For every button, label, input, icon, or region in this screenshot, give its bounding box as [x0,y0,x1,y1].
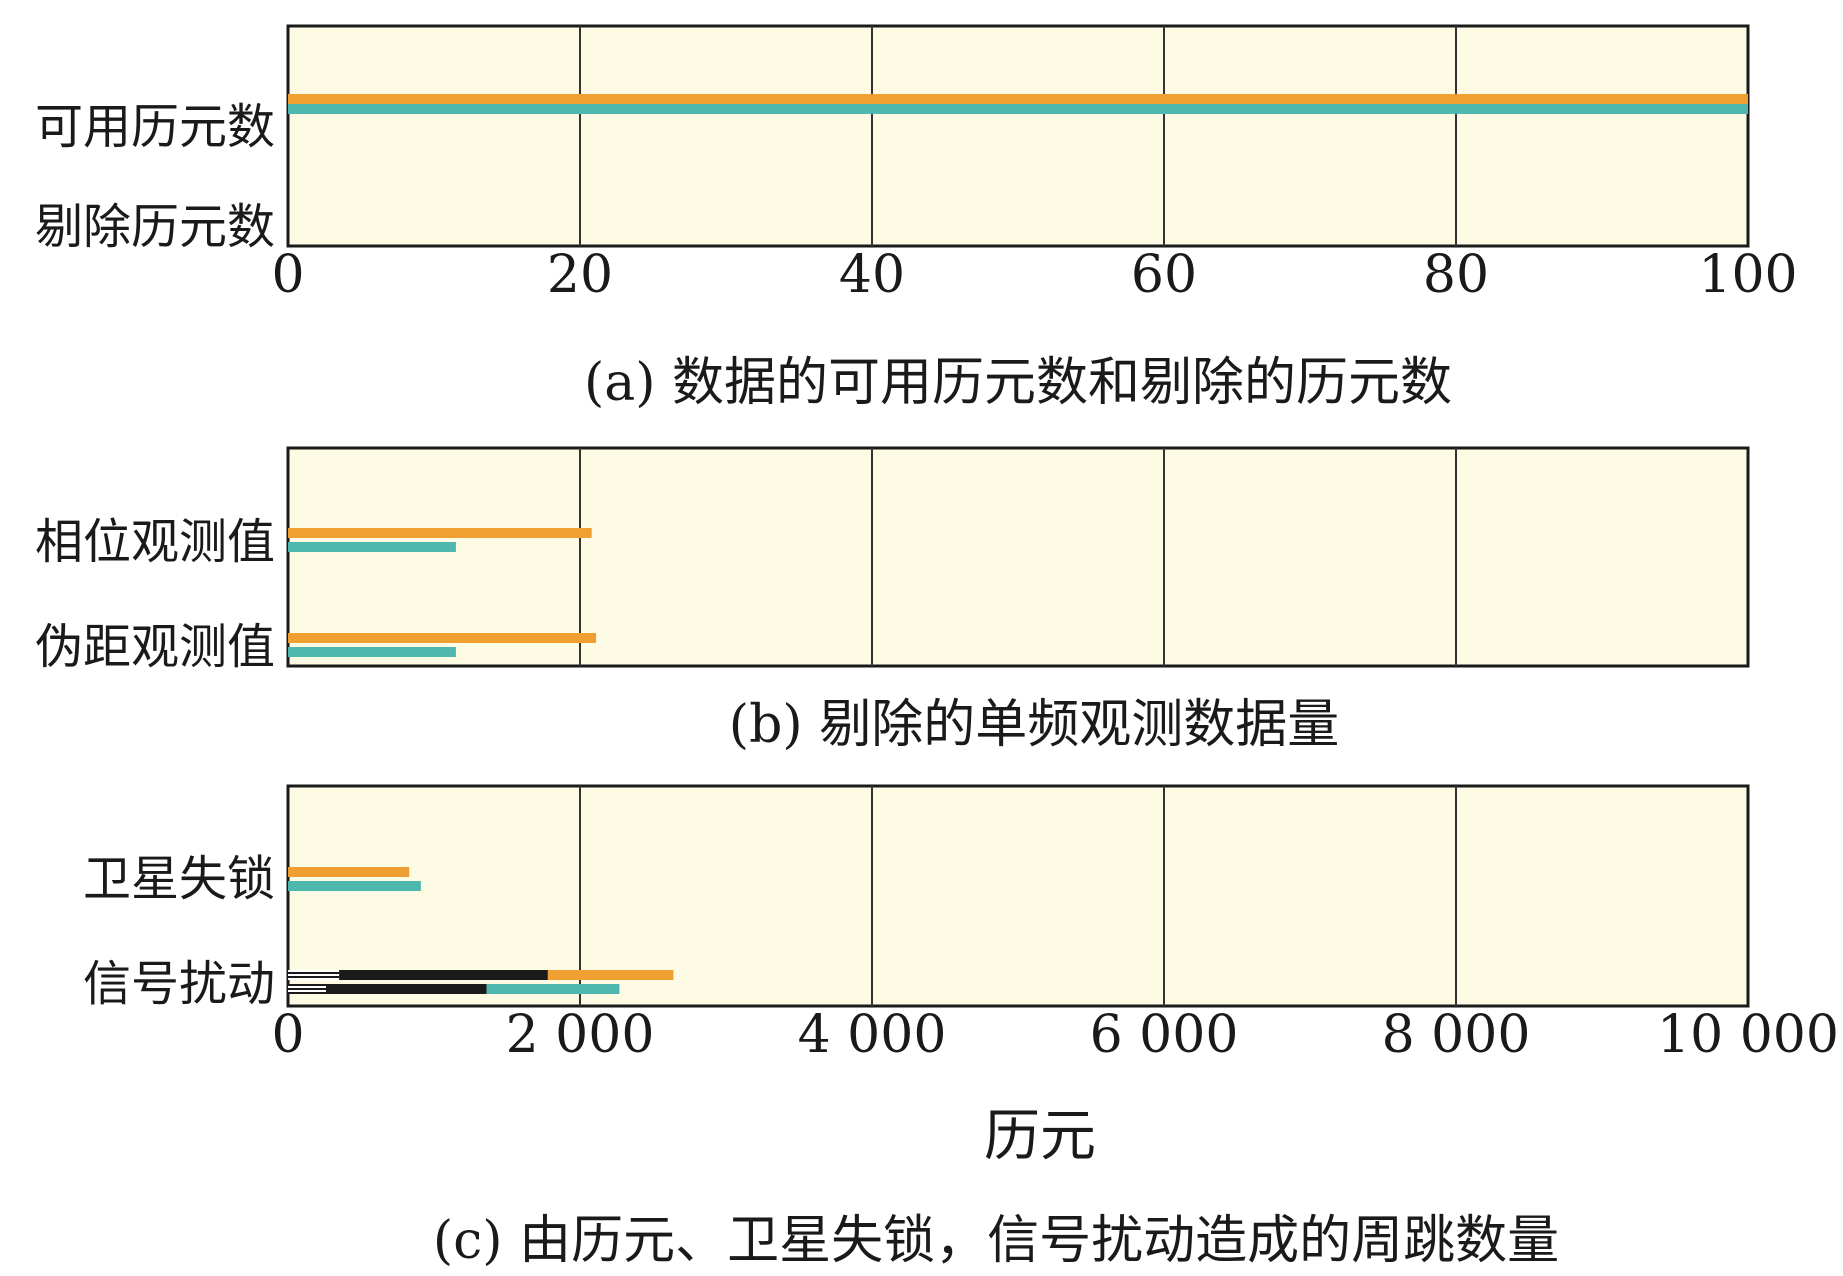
panel-b-plot-area [286,446,1750,668]
panel-c-category-label-0: 卫星失锁 [83,851,275,907]
bar-segment-hatched [288,970,340,980]
bar-orange [288,94,1748,104]
bar-teal [288,104,1748,114]
bar-orange [288,633,597,643]
panel-c-xlabel: 历元 [984,1104,1096,1169]
bar-segment-black [325,984,487,994]
panel-c-tick-label: 2 000 [506,1005,655,1065]
bar-segment-hatched [288,984,326,994]
panel-b-category-label-1: 伪距观测值 [35,619,275,675]
bar-orange [288,867,410,877]
panel-c-tick-label: 10 000 [1657,1005,1839,1065]
panel-a-tick-label: 100 [1698,245,1797,305]
panel-c-tick-label: 8 000 [1382,1005,1531,1065]
bar-teal [288,881,421,891]
bar-segment-black [339,970,548,980]
bar-teal [288,647,456,657]
panel-c-plot-area [286,784,1750,1008]
panel-b-caption: (b) 剔除的单频观测数据量 [729,695,1339,755]
panel-c: 卫星失锁 信号扰动 0 2 000 4 000 6 000 8 000 10 000 历元… [83,784,1839,1271]
panel-c-tick-label: 6 000 [1090,1005,1239,1065]
panel-c-category-label-1: 信号扰动 [83,956,275,1012]
bar-orange [288,528,592,538]
panel-b-category-label-0: 相位观测值 [35,514,275,570]
panel-a-category-label-1: 剔除历元数 [35,199,275,255]
panel-a-tick-label: 80 [1423,245,1489,305]
panel-a-category-label-0: 可用历元数 [35,99,275,155]
panel-a-plot-area [286,24,1750,248]
panel-a-tick-label: 40 [839,245,905,305]
panel-c-tick-label: 0 [271,1005,304,1065]
panel-a-tick-label: 60 [1131,245,1197,305]
panel-a-tick-label: 0 [271,245,304,305]
panel-c-caption: (c) 由历元、卫星失锁，信号扰动造成的周跳数量 [433,1211,1559,1271]
panel-a-tick-label: 20 [547,245,613,305]
panel-a: 可用历元数 剔除历元数 0 20 40 60 80 100 (a) 数据的可用历元数和剔除… [35,24,1798,413]
bar-teal [486,984,620,994]
panel-a-caption: (a) 数据的可用历元数和剔除的历元数 [584,353,1452,413]
bar-teal [288,542,456,552]
panel-c-tick-label: 4 000 [798,1005,947,1065]
panel-b: 相位观测值 伪距观测值 (b) 剔除的单频观测数据量 [35,446,1750,755]
bar-orange [547,970,674,980]
